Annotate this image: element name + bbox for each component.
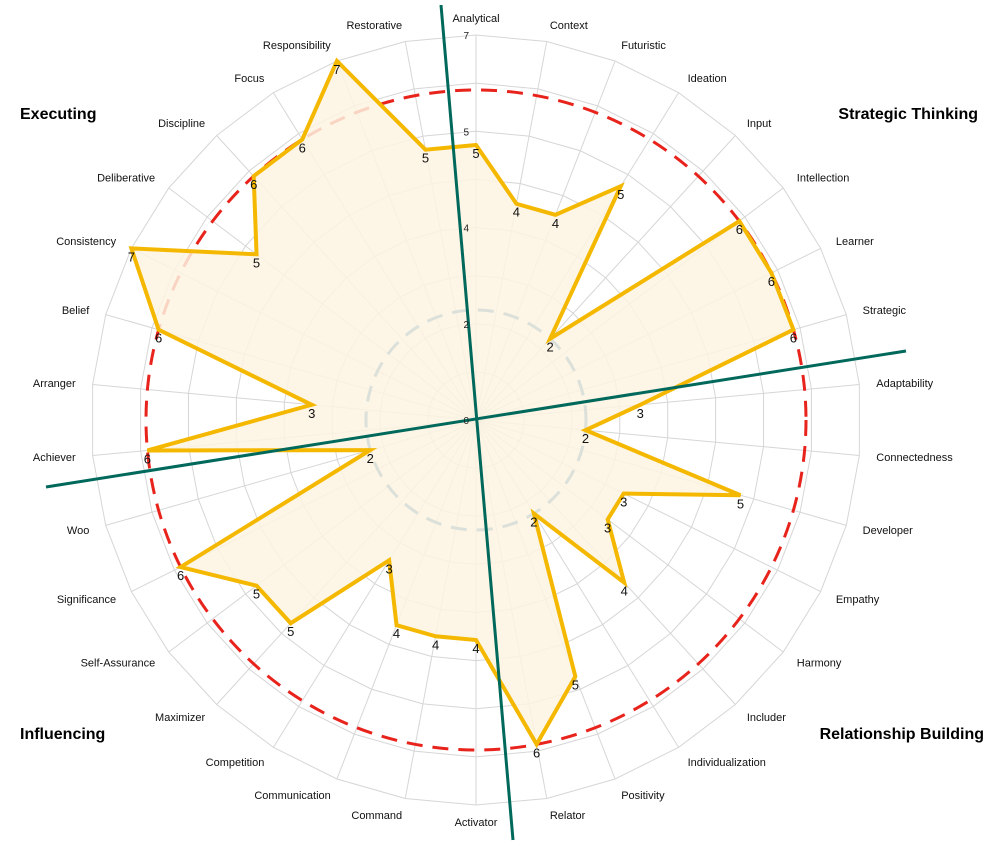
axis-label: Communication <box>254 790 330 802</box>
data-label: 6 <box>736 222 743 237</box>
axis-label: Strategic <box>863 305 907 317</box>
domain-dividers <box>45 4 907 841</box>
axis-label: Futuristic <box>621 40 666 52</box>
data-label: 6 <box>790 331 797 346</box>
domain-label-strategic-thinking: Strategic Thinking <box>838 106 978 123</box>
axis-label: Maximizer <box>155 712 205 724</box>
axis-label: Adaptability <box>876 378 933 390</box>
axis-label: Empathy <box>836 594 880 606</box>
axis-label: Individualization <box>688 757 766 769</box>
data-label: 2 <box>546 340 553 355</box>
data-label: 5 <box>737 496 744 511</box>
axis-label: Arranger <box>33 378 76 390</box>
axis-label: Responsibility <box>263 40 331 52</box>
series <box>128 57 796 749</box>
axis-label: Positivity <box>621 790 665 802</box>
data-label: 4 <box>472 641 479 656</box>
data-label: 4 <box>513 205 520 220</box>
data-label: 2 <box>582 431 589 446</box>
data-label: 6 <box>177 568 184 583</box>
data-label: 5 <box>572 677 579 692</box>
tick-label: 2 <box>463 320 469 331</box>
axis-label: Deliberative <box>97 173 155 185</box>
domain-divider-line <box>45 349 907 489</box>
axis-label: Learner <box>836 236 874 248</box>
axis-label: Includer <box>747 712 786 724</box>
tick-label: 4 <box>463 224 469 235</box>
tick-label: 5 <box>463 127 469 138</box>
data-label: 5 <box>253 255 260 270</box>
axis-label: Developer <box>863 525 913 537</box>
data-label: 3 <box>386 561 393 576</box>
data-label: 5 <box>617 187 624 202</box>
domain-divider-line <box>439 4 515 841</box>
data-label: 5 <box>472 146 479 161</box>
data-label: 7 <box>128 249 135 264</box>
tick-label: 0 <box>463 416 469 427</box>
data-label: 5 <box>287 624 294 639</box>
data-label: 6 <box>155 331 162 346</box>
axis-label: Command <box>351 810 402 822</box>
data-label: 4 <box>432 637 439 652</box>
data-label: 5 <box>253 587 260 602</box>
domain-label-executing: Executing <box>20 106 96 123</box>
data-label: 3 <box>604 520 611 535</box>
domain-label-relationship-building: Relationship Building <box>820 726 984 743</box>
axis-label: Discipline <box>158 118 205 130</box>
data-label: 3 <box>637 406 644 421</box>
data-label: 4 <box>393 626 400 641</box>
data-label: 6 <box>250 177 257 192</box>
axis-label: Activator <box>455 817 498 829</box>
axis-label: Achiever <box>33 452 76 464</box>
axis-label: Self-Assurance <box>81 657 156 669</box>
reference-circle <box>144 88 808 752</box>
data-label: 6 <box>144 451 151 466</box>
axis-label: Analytical <box>452 13 499 25</box>
domain-label-influencing: Influencing <box>20 726 105 743</box>
axis-label: Input <box>747 118 771 130</box>
axis-label: Ideation <box>688 73 727 85</box>
series-area <box>128 57 796 749</box>
axis-label: Belief <box>62 305 90 317</box>
axis-label: Focus <box>234 73 264 85</box>
axis-label: Restorative <box>346 20 402 32</box>
axis-label: Competition <box>206 757 265 769</box>
axis-label: Context <box>550 20 588 32</box>
data-label: 6 <box>533 745 540 760</box>
axis-label: Intellection <box>797 173 850 185</box>
axis-label: Harmony <box>797 657 842 669</box>
data-label: 4 <box>621 584 628 599</box>
data-label: 3 <box>308 406 315 421</box>
data-label: 2 <box>367 451 374 466</box>
axis-label: Connectedness <box>876 452 953 464</box>
axis-label: Consistency <box>56 236 116 248</box>
axis-label: Relator <box>550 810 586 822</box>
data-label: 4 <box>552 216 559 231</box>
data-label: 2 <box>530 515 537 530</box>
axis-label: Significance <box>57 594 116 606</box>
axis-label: Woo <box>67 525 89 537</box>
data-label: 6 <box>768 274 775 289</box>
data-label: 5 <box>422 151 429 166</box>
tick-label: 7 <box>463 31 469 42</box>
data-label: 3 <box>620 495 627 510</box>
data-label: 6 <box>299 140 306 155</box>
data-label: 7 <box>333 62 340 77</box>
